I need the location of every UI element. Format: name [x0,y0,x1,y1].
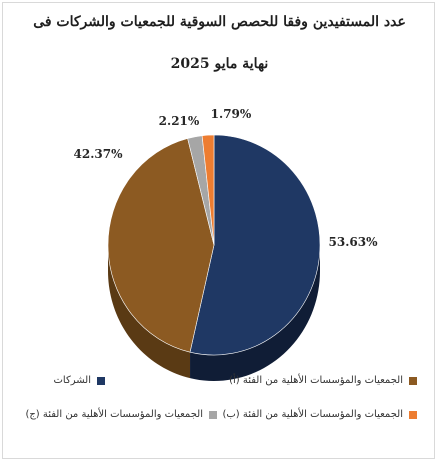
legend-label-category-a: الجمعيات والمؤسسات الأهلية من الفئة (أ) [229,375,403,386]
legend-label-category-b: الجمعيات والمؤسسات الأهلية من الفئة (ب) [222,409,403,420]
legend-item-companies: الشركات [53,375,105,386]
legend-label-category-c: الجمعيات والمؤسسات الأهلية من الفئة (ج) [25,409,203,420]
chart-title-line2: نهاية مايو 2025 [170,56,269,72]
legend-swatch-category-a [409,376,417,385]
legend-swatch-companies [97,376,105,385]
legend-item-category-b: الجمعيات والمؤسسات الأهلية من الفئة (ب) [222,409,417,420]
legend-swatch-category-b [409,410,417,419]
legend-label-companies: الشركات [53,375,92,386]
data-label-category-a: 42.37% [74,147,124,161]
pie-slice-category-a [107,138,215,353]
legend-item-category-c: الجمعيات والمؤسسات الأهلية من الفئة (ج) [25,409,217,420]
legend-swatch-category-c [209,410,217,419]
data-label-companies: 53.63% [329,235,379,249]
legend-item-category-a: الجمعيات والمؤسسات الأهلية من الفئة (أ) [229,375,417,386]
pie-side-companies [190,245,320,381]
data-label-category-b: 1.79% [211,107,252,121]
pie-slice-category-b [201,134,215,246]
data-label-category-c: 2.21% [159,114,200,128]
chart-title-line1: عدد المستفيدين وفقا للحصص السوقية للجمعي… [33,14,406,30]
pie-slice-companies [189,134,321,356]
